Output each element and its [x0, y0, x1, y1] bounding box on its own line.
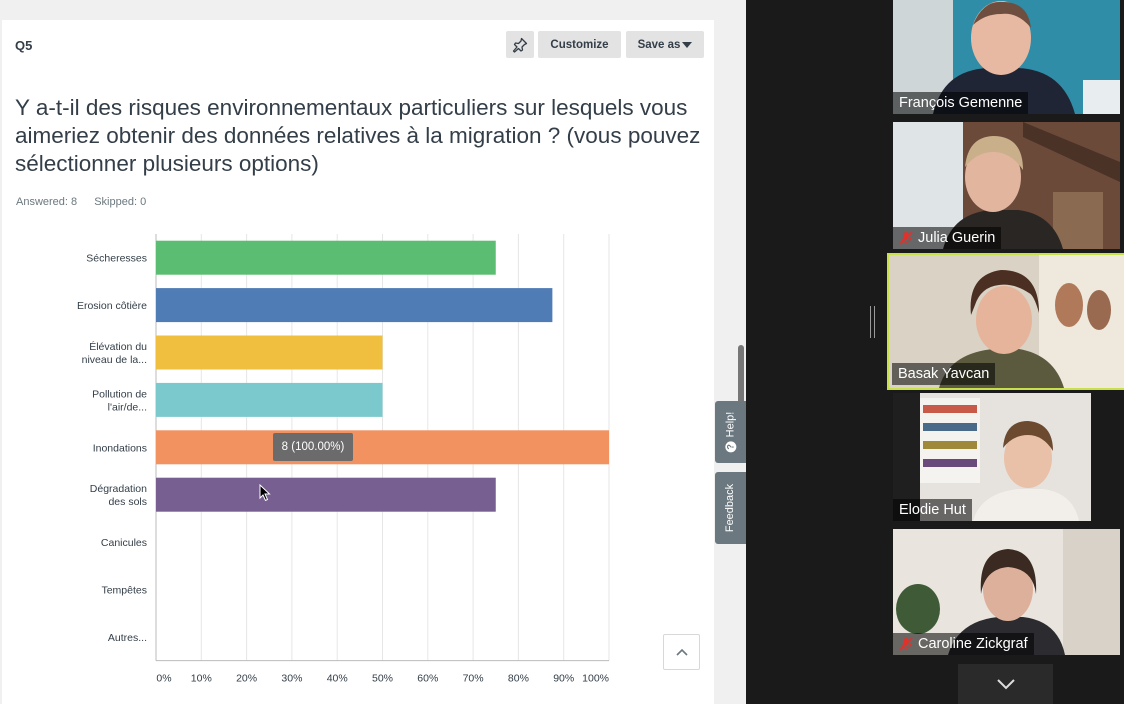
category-label: Dégradation des sols — [90, 483, 147, 508]
participant-name-tag: Elodie Hut — [893, 499, 972, 521]
muted-mic-icon — [899, 231, 913, 245]
survey-panel: Q5 Customize Save as Y a-t-il des risque… — [0, 0, 746, 704]
tick-label: 80% — [508, 673, 529, 685]
participant-name: Julia Guerin — [918, 230, 996, 246]
question-title: Y a-t-il des risques environnementaux pa… — [15, 95, 701, 176]
participant-tile[interactable]: Julia Guerin — [893, 122, 1120, 249]
tick-label: 100% — [582, 673, 609, 685]
tick-label: 10% — [191, 673, 212, 685]
caret-down-icon — [682, 41, 693, 48]
save-as-label: Save as — [637, 38, 681, 51]
participant-tile[interactable]: François Gemenne — [893, 0, 1120, 114]
category-label: Pollution de l'air/de... — [92, 388, 147, 413]
scrollbar-thumb[interactable] — [738, 345, 744, 405]
save-as-button[interactable]: Save as — [626, 31, 704, 58]
chart-tooltip: 8 (100.00%) — [273, 433, 353, 461]
tick-label: 30% — [281, 673, 302, 685]
tick-label: 40% — [327, 673, 348, 685]
bar-chart: Sécheresses Erosion côtière Élévation du ni… — [77, 234, 610, 685]
question-number: Q5 — [15, 38, 33, 53]
help-tab[interactable]: ? Help! — [715, 401, 746, 463]
category-label: Élévation du niveau de la... — [82, 340, 148, 366]
mouse-cursor-icon — [259, 484, 271, 502]
participant-name: François Gemenne — [899, 95, 1023, 111]
tick-label: 0% — [156, 673, 171, 685]
bar[interactable] — [156, 335, 383, 370]
participant-name-tag: Julia Guerin — [893, 227, 1002, 249]
category-label: Inondations — [93, 442, 147, 454]
participant-name-tag: Caroline Zickgraf — [893, 633, 1034, 655]
participant-name: Caroline Zickgraf — [918, 636, 1028, 652]
participant-name: Elodie Hut — [899, 502, 966, 518]
participant-tile[interactable]: Elodie Hut — [893, 393, 1091, 521]
pin-button[interactable] — [506, 31, 534, 58]
answered-count: Answered: 8 — [16, 196, 78, 208]
participant-name-tag: Basak Yavcan — [892, 363, 996, 385]
skipped-count: Skipped: 0 — [94, 196, 147, 208]
bar[interactable] — [156, 288, 553, 323]
participant-tile-active[interactable]: Basak Yavcan — [887, 253, 1124, 390]
category-label: Erosion côtière — [77, 300, 147, 312]
category-label: Autres... — [108, 632, 147, 644]
chevron-up-icon — [675, 648, 688, 656]
participant-name: Basak Yavcan — [898, 366, 990, 382]
help-icon: ? — [725, 441, 736, 453]
tick-label: 90% — [553, 673, 574, 685]
customize-label: Customize — [550, 38, 609, 51]
participant-tile[interactable]: Caroline Zickgraf — [893, 529, 1120, 655]
bar[interactable] — [156, 240, 496, 275]
feedback-label: Feedback — [724, 483, 737, 533]
pin-icon — [512, 37, 528, 53]
bar[interactable] — [156, 477, 496, 512]
help-label: Help! — [724, 411, 737, 438]
tick-label: 50% — [372, 673, 393, 685]
tick-label: 70% — [463, 673, 484, 685]
response-stats: Answered: 8 Skipped: 0 — [16, 196, 160, 208]
scroll-to-top-button[interactable] — [663, 634, 700, 670]
tick-label: 60% — [417, 673, 438, 685]
show-more-participants-button[interactable] — [958, 664, 1053, 704]
feedback-tab[interactable]: Feedback — [715, 472, 746, 544]
muted-mic-icon — [899, 637, 913, 651]
category-label: Canicules — [101, 537, 147, 549]
participant-name-tag: François Gemenne — [893, 92, 1029, 114]
category-label: Sécheresses — [86, 253, 147, 265]
bar[interactable] — [156, 382, 383, 417]
chevron-down-icon — [996, 679, 1015, 690]
panel-resize-handle[interactable] — [870, 306, 875, 338]
bar[interactable] — [156, 430, 609, 465]
customize-button[interactable]: Customize — [538, 31, 621, 58]
tick-label: 20% — [236, 673, 257, 685]
category-label: Tempêtes — [101, 585, 147, 597]
